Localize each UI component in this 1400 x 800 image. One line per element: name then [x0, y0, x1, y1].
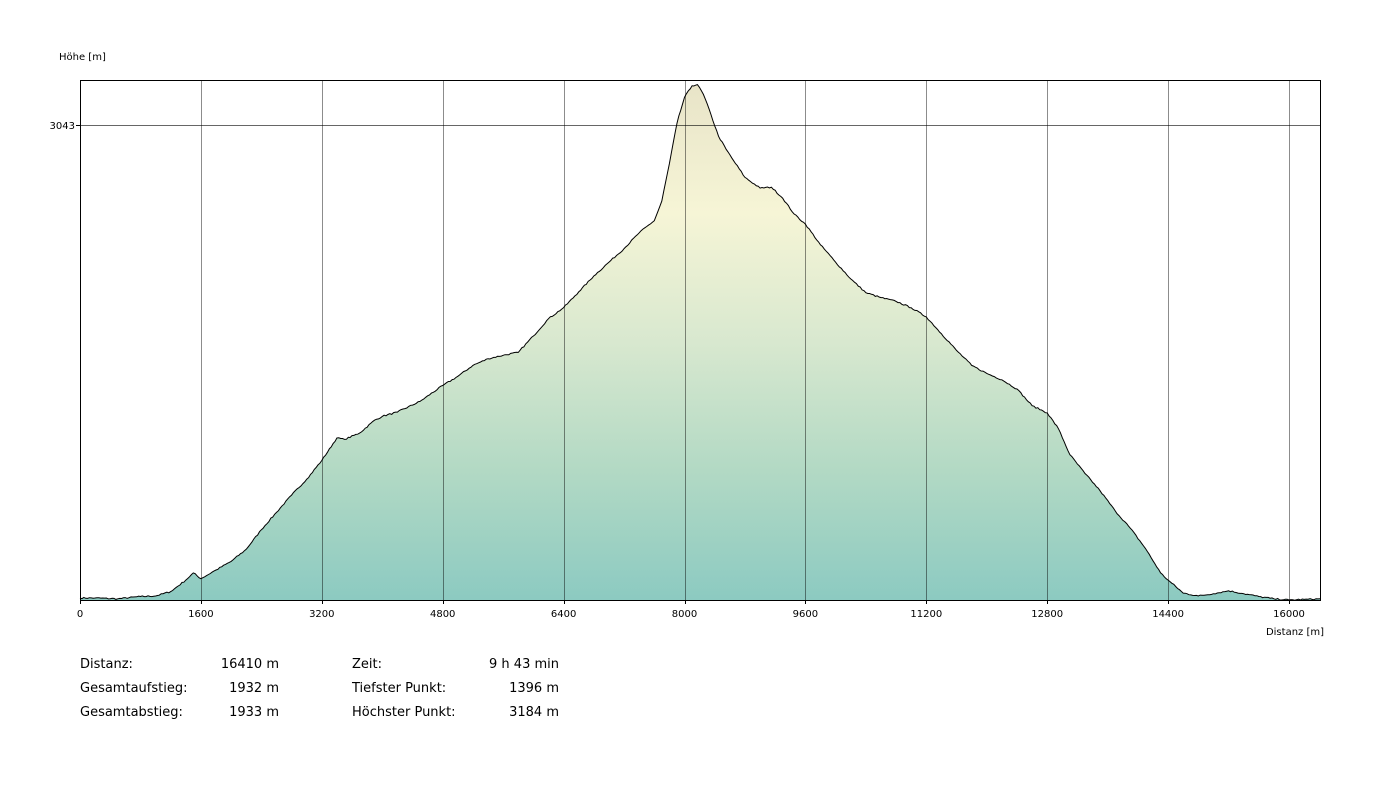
- x-tick-label: 6400: [551, 609, 576, 620]
- y-axis-label: Höhe [m]: [59, 52, 106, 63]
- stat-aufstieg-value: 1932 m: [229, 681, 279, 696]
- elevation-area: [80, 84, 1320, 601]
- elevation-profile-chart: Höhe [m] Distanz [m] 0 1600 3200 4800 6400 80…: [50, 52, 1325, 638]
- x-tick-label: 16000: [1273, 609, 1305, 620]
- stat-distanz-value: 16410 m: [220, 657, 279, 672]
- stat-aufstieg-label: Gesamtaufstieg:: [80, 681, 188, 696]
- x-tick-label: 1600: [188, 609, 213, 620]
- x-tick-label: 8000: [672, 609, 697, 620]
- stat-zeit-value: 9 h 43 min: [489, 657, 559, 672]
- stat-hoechster-punkt-value: 3184 m: [509, 705, 559, 720]
- stat-abstieg-value: 1933 m: [229, 705, 279, 720]
- stat-hoechster-punkt-label: Höchster Punkt:: [352, 705, 456, 720]
- x-tick-label: 4800: [430, 609, 455, 620]
- x-tick-label: 14400: [1152, 609, 1184, 620]
- x-tick-label: 12800: [1031, 609, 1063, 620]
- x-tick-label: 0: [77, 609, 83, 620]
- plot-frame: [80, 80, 1321, 601]
- x-tick-label: 11200: [910, 609, 942, 620]
- y-tick-label: 3043: [50, 121, 75, 132]
- stat-tiefster-punkt-value: 1396 m: [509, 681, 559, 696]
- stat-zeit-label: Zeit:: [352, 657, 382, 672]
- x-axis-label: Distanz [m]: [1266, 627, 1324, 638]
- x-tick-label: 3200: [309, 609, 334, 620]
- x-tick-label: 9600: [793, 609, 818, 620]
- stat-distanz-label: Distanz:: [80, 657, 133, 672]
- stat-abstieg-label: Gesamtabstieg:: [80, 705, 183, 720]
- elevation-line: [79, 84, 1321, 601]
- stat-tiefster-punkt-label: Tiefster Punkt:: [352, 681, 447, 696]
